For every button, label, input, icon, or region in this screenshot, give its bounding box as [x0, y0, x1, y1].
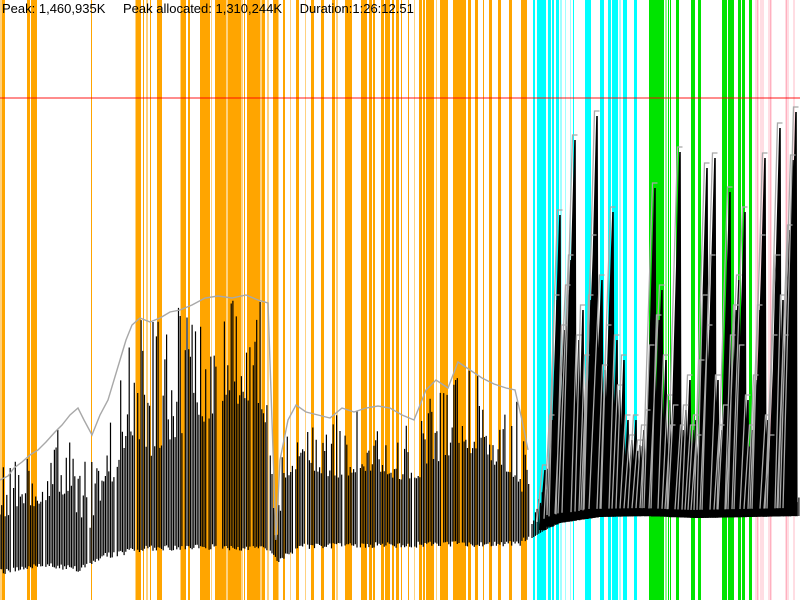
peak-value-label: Peak: 1,460,935K — [2, 1, 106, 16]
peak-allocated-value-label: Peak allocated: 1,310,244K — [122, 1, 282, 16]
peak-envelope-line — [0, 106, 799, 541]
peak-threshold-line — [0, 97, 800, 99]
duration-value-label: Duration:1:26:12.51 — [299, 1, 414, 16]
memory-usage-area — [0, 112, 800, 574]
chart-header: Peak: 1,460,935K Peak allocated: 1,310,2… — [2, 1, 428, 16]
